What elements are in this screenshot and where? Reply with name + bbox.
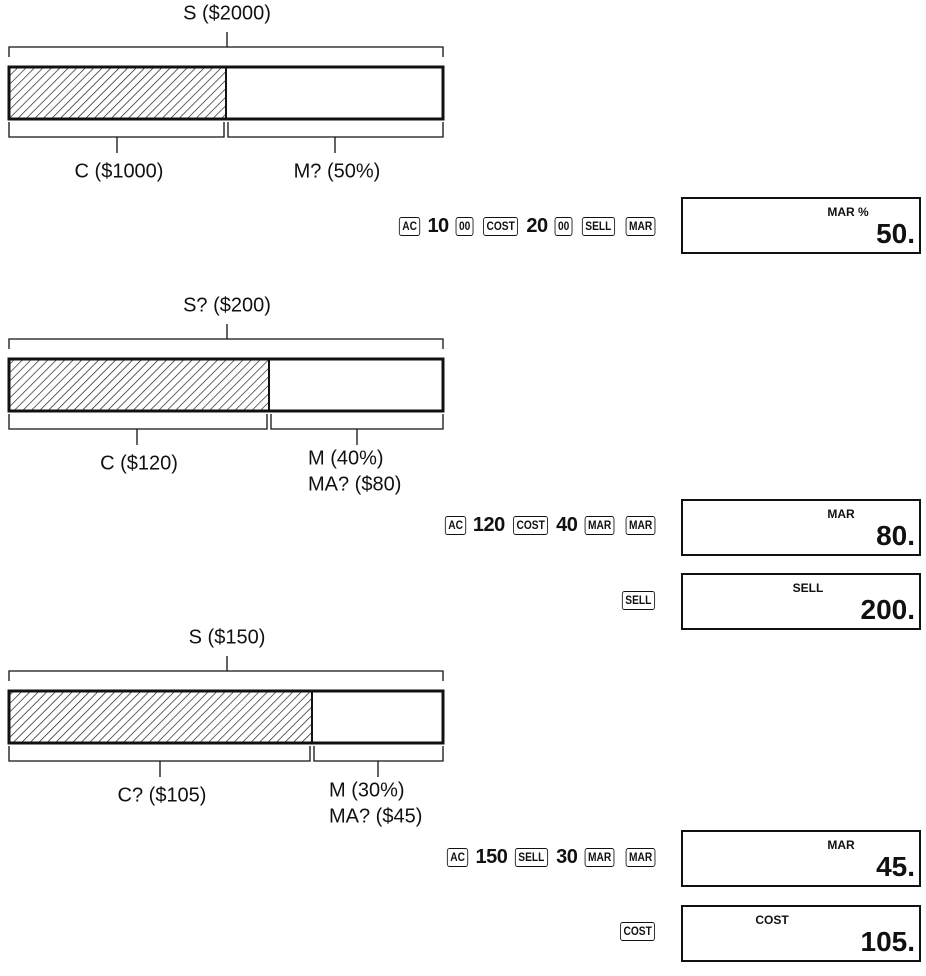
number: 20 xyxy=(526,214,548,237)
total-label: S? ($200) xyxy=(183,294,271,316)
key: MAR xyxy=(625,216,656,236)
total-label: S ($2000) xyxy=(183,2,271,24)
display-indicator: SELL xyxy=(792,581,824,595)
key-sequence: AC 120 COST 40 MAR MAR xyxy=(443,513,658,537)
margin-bracket xyxy=(227,122,444,153)
display: COST 105. xyxy=(681,905,921,962)
margin-bracket xyxy=(313,746,444,777)
key: AC xyxy=(444,515,466,535)
number: 40 xyxy=(556,513,578,536)
margin-label: M (30%) xyxy=(329,779,405,801)
margin-label: MA? ($45) xyxy=(329,805,422,827)
key: COST xyxy=(619,921,655,941)
margin-label: MA? ($80) xyxy=(308,473,401,495)
cost-hatch xyxy=(9,67,226,119)
top-bracket xyxy=(8,324,444,349)
key-sequence: SELL xyxy=(619,588,658,612)
number: 30 xyxy=(556,845,578,868)
key: SELL xyxy=(622,590,656,610)
key: MAR xyxy=(625,515,656,535)
bar xyxy=(7,357,445,413)
key: MAR xyxy=(584,847,616,867)
key: MAR xyxy=(584,515,616,535)
key: MAR xyxy=(625,847,656,867)
display-indicator: COST xyxy=(755,913,789,927)
key: COST xyxy=(512,515,548,535)
number: 10 xyxy=(427,214,449,237)
cost-label: C ($1000) xyxy=(75,160,164,182)
display-indicator: MAR xyxy=(827,507,855,521)
key: SELL xyxy=(515,847,549,867)
display: MAR 45. xyxy=(681,830,921,887)
number: 150 xyxy=(475,845,508,868)
total-label: S ($150) xyxy=(189,626,266,648)
margin-label: M (40%) xyxy=(308,447,384,469)
display-value: 200. xyxy=(860,594,916,625)
display-value: 80. xyxy=(876,520,915,551)
key-sequence: COST xyxy=(617,919,658,943)
display: SELL 200. xyxy=(681,573,921,630)
cost-bracket xyxy=(8,746,311,777)
display-indicator: MAR xyxy=(827,838,855,852)
cost-label: C ($120) xyxy=(100,452,178,474)
display: MAR % 50. xyxy=(681,197,921,254)
key: AC xyxy=(447,847,469,867)
display-value: 105. xyxy=(860,926,916,957)
key: 00 xyxy=(554,216,573,236)
key: AC xyxy=(398,216,421,236)
bar xyxy=(7,689,445,745)
display-value: 50. xyxy=(876,218,915,249)
margin-bracket xyxy=(270,414,444,445)
key: SELL xyxy=(581,216,615,236)
cost-label: C? ($105) xyxy=(118,784,207,806)
bar xyxy=(7,65,445,121)
display-indicator: MAR % xyxy=(827,205,869,219)
key-sequence: AC 150 SELL 30 MAR MAR xyxy=(445,845,658,869)
display-value: 45. xyxy=(876,851,915,882)
top-bracket xyxy=(8,656,444,681)
cost-bracket xyxy=(8,122,225,153)
key-sequence: AC 10 00 COST 20 00 SELL MAR xyxy=(397,214,658,238)
number: 120 xyxy=(472,513,505,536)
key: 00 xyxy=(455,216,474,236)
margin-label: M? (50%) xyxy=(294,160,381,182)
key: COST xyxy=(483,216,519,236)
display: MAR 80. xyxy=(681,499,921,556)
cost-hatch xyxy=(9,359,269,411)
cost-hatch xyxy=(9,691,312,743)
top-bracket xyxy=(8,32,444,57)
cost-bracket xyxy=(8,414,268,445)
